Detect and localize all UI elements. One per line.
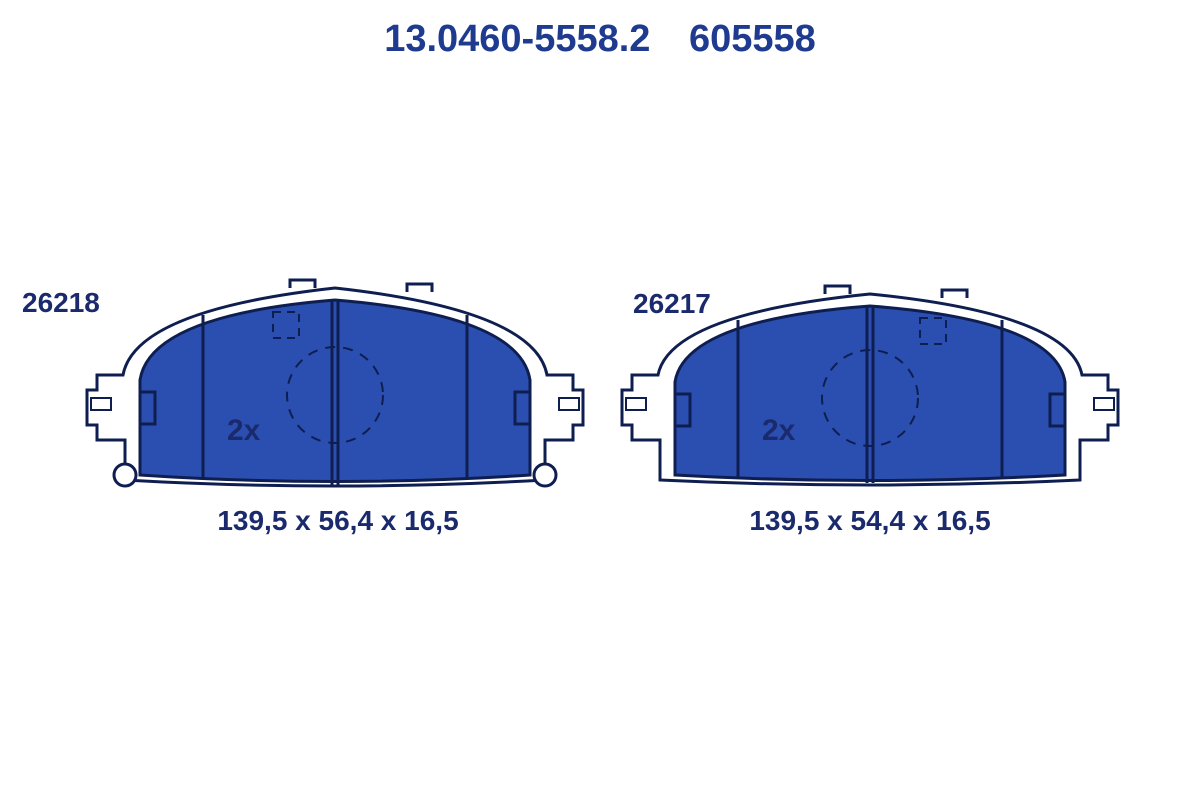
right-brake-pad: 2x [622, 286, 1118, 485]
left-friction-material [140, 300, 530, 482]
left-top-notch-2 [407, 284, 432, 292]
left-bolt-hole-r [534, 464, 556, 486]
left-pad-qty: 2x [227, 414, 261, 447]
right-top-notch-2 [942, 290, 967, 298]
right-pad-qty: 2x [762, 414, 796, 447]
left-top-notch-1 [290, 280, 315, 288]
right-side-slot-l [626, 398, 646, 410]
left-bolt-hole-l [114, 464, 136, 486]
left-brake-pad: 2x [87, 280, 583, 486]
right-top-notch-1 [825, 286, 850, 294]
left-side-slot-l [91, 398, 111, 410]
left-side-slot-r [559, 398, 579, 410]
brake-pad-diagram: 2x 2x [0, 0, 1200, 800]
right-friction-material [675, 306, 1065, 481]
right-side-slot-r [1094, 398, 1114, 410]
